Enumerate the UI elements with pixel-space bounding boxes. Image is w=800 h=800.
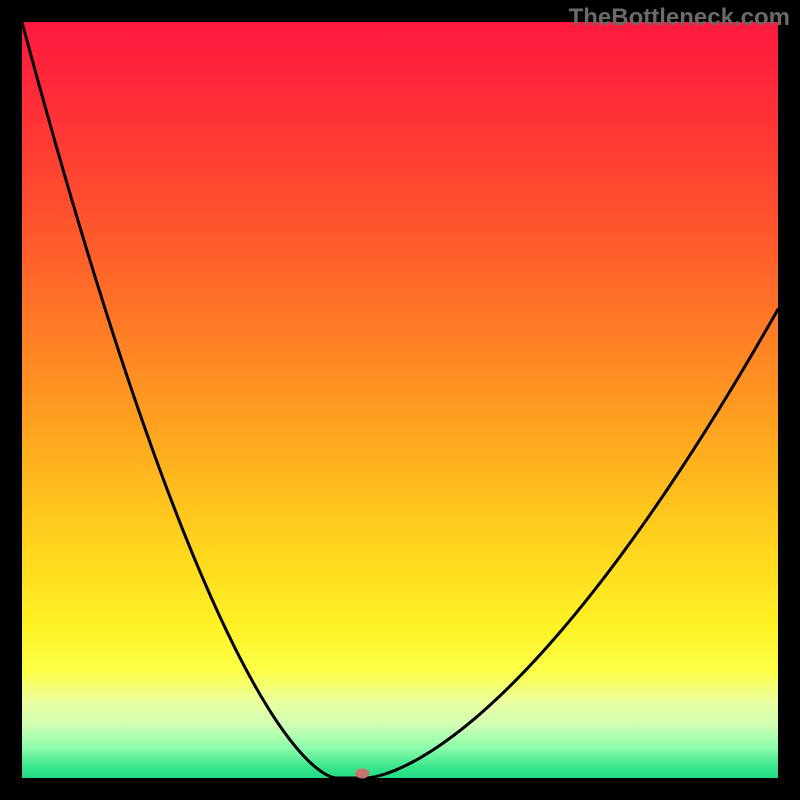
bottleneck-chart bbox=[0, 0, 800, 800]
watermark-text: TheBottleneck.com bbox=[569, 4, 790, 32]
optimum-marker bbox=[355, 768, 369, 778]
